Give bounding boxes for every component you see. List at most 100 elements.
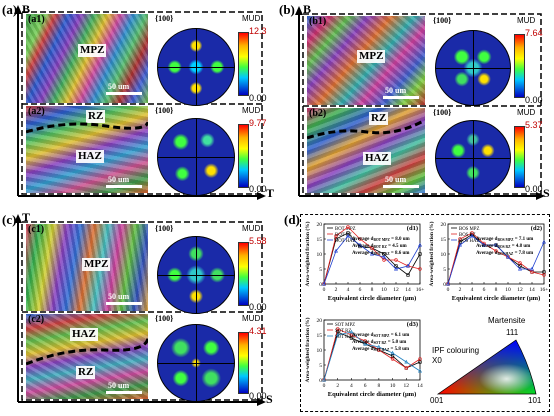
data-point [393,266,399,271]
pole-figure-b1 [435,30,511,106]
pole-figure-c2 [157,324,235,402]
average-annotation: Average dBOT HAZ = 8.6 um [352,251,410,256]
data-point [349,329,354,334]
series-line-bot-rz [323,226,421,285]
region-mpz-a1: MPZ [78,44,107,57]
mud-title-c2: MUD [242,314,261,323]
x-tick-label: 0 [323,383,326,389]
y-tick-label: 5 [319,363,322,369]
mud-max-a2: 9.77 [249,118,267,128]
x-axis-label: Equivalent circle diameter (μm) [328,391,416,398]
scale-text-b1: 50 um [385,86,407,95]
average-annotation: Average dBOS RZ = 4.8 um [476,244,531,249]
scalebar-a2 [106,185,142,188]
data-point [418,360,422,364]
ipf-phase-label: Martensite [488,316,526,325]
ebsd-map-b2: (b2) RZ HAZ 50 um [307,108,425,193]
data-point [335,332,340,337]
data-point [321,281,327,286]
mud-title-a1: MUD [242,14,261,23]
x-tick-label: 4 [350,383,353,389]
x-tick-label: 8 [377,383,380,389]
scalebar-b1 [383,96,419,99]
data-point [457,242,463,247]
y-axis-label: Area-weighted fraction (%) [428,221,435,286]
mud-min-c1: 0.00 [249,302,267,312]
scale-text-b2: 50 um [385,175,407,184]
pole-figure-c1 [157,236,235,314]
data-point [334,237,338,241]
pf-label-c1: {100} [155,224,174,233]
legend-entry: SOT HAZ [335,335,355,340]
chart-tag: (d1) [407,225,418,232]
pf-label-a1: {100} [155,14,174,23]
scalebar-c2 [106,391,142,394]
mud-max-b2: 5.37 [525,120,543,130]
x-tick-label: 10 [505,287,511,293]
panel-d: (d) 0 5 10 15 20 0 2 4 6 8 10 12 14 16+ Equivalent cir… [280,208,554,416]
series-line-sot-mpz [323,331,421,381]
legend-entry: BOS MPZ [459,227,479,232]
panel-a-frame [14,5,266,200]
ipf-legend: Martensite 111 IPF colouring X0 001 101 [430,314,546,408]
data-point [418,267,422,271]
panel-a-label: (a) [2,2,18,17]
scalebar-a1 [106,92,142,95]
series-line-bot-haz [323,235,421,285]
legend-entry: SOT MPZ [335,323,355,328]
x-tick-label: 2 [459,287,462,293]
x-tick-label: 14 [417,383,423,389]
y-tick-label: 15 [317,237,323,243]
ebsd-map-c2: (c2) HAZ RZ 50 um [26,314,148,399]
region-rz-a2: RZ [86,110,106,123]
data-point [336,327,340,331]
data-point [542,270,546,274]
chart-tag: (d3) [407,321,418,328]
mud-min-c2: 0.00 [249,391,267,401]
data-point [346,225,350,229]
series-line-bos-haz [447,235,545,285]
mud-max-a1: 12.3 [249,26,267,36]
data-point [493,242,499,247]
ipf-101-label: 101 [528,396,542,405]
panel-c-axis-v: T [22,210,31,224]
sub-label-a1: (a1) [28,14,45,25]
panel-b-axis-v: B [303,2,312,16]
scale-text-a1: 50 um [108,82,130,91]
x-tick-label: 0 [447,287,450,293]
data-point [481,242,487,247]
data-point [394,258,398,262]
legend-entry: BOS HAZ [459,239,479,244]
series-line-sot-haz [323,331,421,381]
x-tick-label: 0 [323,287,326,293]
data-point [349,333,354,337]
x-axis-label: Equivalent circle diameter (μm) [452,295,540,302]
y-axis-label: Area-weighted fraction (%) [304,221,311,286]
colorbar-b1 [514,34,525,98]
fusion-boundary-b2 [307,118,425,140]
average-annotation: Average dBOS HAZ = 7.8 um [476,251,534,256]
y-tick-label: 10 [317,348,323,354]
data-point [358,237,362,241]
ebsd-map-a1: (a1) MPZ 50 um [26,14,148,103]
fusion-boundary-a2 [26,121,148,134]
data-point [390,357,395,361]
data-point [321,377,327,382]
average-annotation: Average dBOT RZ = 4.5 um [352,244,407,249]
region-rz-c2: RZ [76,366,96,379]
pf-label-c2: {100} [155,314,174,323]
data-point [445,281,451,286]
mud-max-c1: 5.58 [249,236,267,246]
mud-max-b1: 7.64 [525,28,543,38]
data-point [541,239,547,244]
y-tick-label: 15 [317,333,323,339]
data-point [377,348,381,352]
pole-figure-a1 [157,28,235,106]
data-point [333,248,339,253]
data-point [376,344,381,349]
x-tick-label: 14 [405,287,411,293]
panel-b: (b) B S (b1) MPZ 50 um {100} MUD 7.64 0.… [277,0,554,208]
panel-b-frame [295,6,545,200]
sub-label-a2: (a2) [28,106,45,117]
